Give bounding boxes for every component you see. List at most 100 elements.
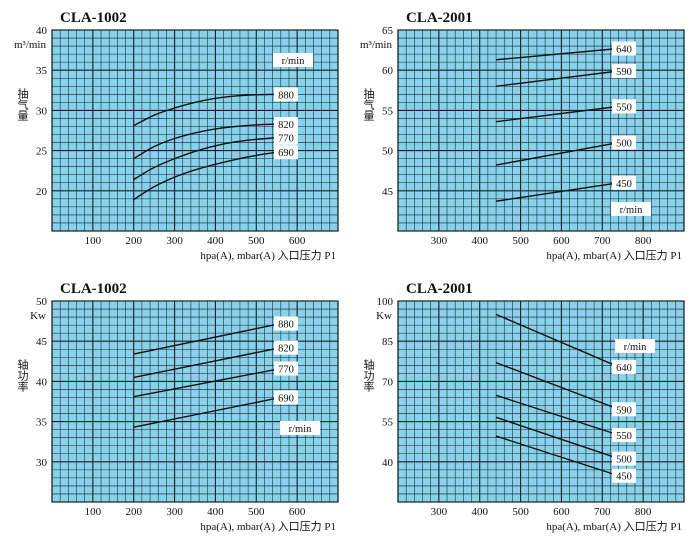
series-label-550: 550 [616,431,632,442]
plot-frame [51,29,339,232]
series-label-box-640 [612,41,636,56]
plot-frame [397,300,685,503]
series-label-590: 590 [616,67,632,78]
series-label-box-880 [274,87,298,102]
x-axis-label: hpa(A), mbar(A) 入口压力 P1 [546,520,682,533]
series-label-box-640 [612,359,636,374]
x-tick-label: 200 [125,235,142,247]
chart-title: CLA-1002 [60,281,127,297]
grid-lines [51,300,339,503]
y-tick-label: 40 [36,376,48,388]
series-label-box-770 [274,361,298,376]
series-label-500: 500 [616,139,632,150]
series-line-690 [133,151,277,201]
x-tick-label: 600 [553,506,570,518]
y-unit-label: m³/min [14,39,47,51]
series-label-box-450 [612,468,636,483]
legend-title-box [615,339,655,353]
series-line-450 [495,182,619,202]
plot-area [398,301,684,502]
series-line-640 [495,313,619,368]
x-tick-label: 300 [431,506,448,518]
series-label-820: 820 [278,120,294,131]
y-tick-label: 25 [36,146,48,158]
series-label-box-590 [612,64,636,79]
series-label-box-500 [612,135,636,150]
x-tick-label: 700 [594,506,611,518]
chart-title: CLA-2001 [406,10,473,26]
series-label-box-820 [274,340,298,355]
series-label-640: 640 [616,363,632,374]
series-label-820: 820 [278,344,294,355]
series-label-690: 690 [278,393,294,404]
x-tick-label: 300 [431,235,448,247]
series-line-550 [495,105,619,123]
series-line-450 [495,435,619,477]
y-tick-label: 50 [382,146,394,158]
x-tick-label: 800 [635,235,652,247]
legend-title: r/min [620,205,643,216]
x-tick-label: 500 [248,506,265,518]
x-tick-label: 500 [248,235,265,247]
y-tick-label: 35 [36,417,48,429]
y-tick-label: 45 [36,336,48,348]
y-tick-label: 30 [36,457,48,469]
y-unit-label: m³/min [360,39,393,51]
chart-title: CLA-1002 [60,10,127,26]
chart-title: CLA-2001 [406,281,473,297]
grid-lines [397,300,685,503]
series-label-box-550 [612,99,636,114]
plot-area [398,30,684,231]
series-label-box-820 [274,117,298,132]
y-tick-label: 55 [382,417,394,429]
series-line-500 [495,416,619,460]
series-label-770: 770 [278,365,294,376]
x-tick-label: 600 [289,235,306,247]
series-line-820 [133,346,281,379]
legend-title-box [273,53,313,67]
series-line-820 [133,123,277,160]
y-unit-label: Kw [30,310,46,322]
x-tick-label: 400 [471,506,488,518]
x-tick-label: 400 [471,235,488,247]
y-axis-label: 抽气量 [362,87,375,121]
series-line-770 [133,137,277,181]
x-tick-label: 700 [594,235,611,247]
series-label-box-450 [612,175,636,190]
series-label-box-690 [274,390,298,405]
series-label-box-550 [612,428,636,442]
y-tick-label: 50 [36,296,48,308]
series-label-880: 880 [278,320,294,331]
y-tick-label: 40 [382,457,394,469]
series-label-box-590 [612,402,636,417]
x-tick-label: 100 [85,506,102,518]
legend-title: r/min [282,56,305,67]
y-tick-label: 35 [36,65,48,77]
x-tick-label: 600 [289,506,306,518]
series-label-550: 550 [616,102,632,113]
x-tick-label: 400 [207,506,224,518]
series-label-590: 590 [616,405,632,416]
series-label-box-770 [274,130,298,145]
y-tick-label: 30 [36,105,48,117]
y-tick-label: 20 [36,186,48,198]
x-tick-label: 500 [512,235,529,247]
x-tick-label: 600 [553,235,570,247]
series-line-880 [133,93,277,127]
y-tick-label: 45 [382,186,394,198]
series-label-box-880 [274,316,298,331]
series-label-box-690 [274,145,298,160]
x-tick-label: 800 [635,506,652,518]
y-tick-label: 40 [36,25,48,37]
y-tick-label: 100 [377,296,394,308]
x-tick-label: 300 [166,506,183,518]
legend-title: r/min [289,424,312,435]
series-line-770 [133,367,281,398]
chart-panel-2: CLA-2001 45 50 55 60 65 300 400 500 600 700 800 m³/m… [360,10,685,262]
series-line-640 [495,47,619,61]
series-label-500: 500 [616,455,632,466]
y-tick-label: 65 [382,25,394,37]
legend-title-box [280,421,320,435]
x-tick-label: 300 [166,235,183,247]
